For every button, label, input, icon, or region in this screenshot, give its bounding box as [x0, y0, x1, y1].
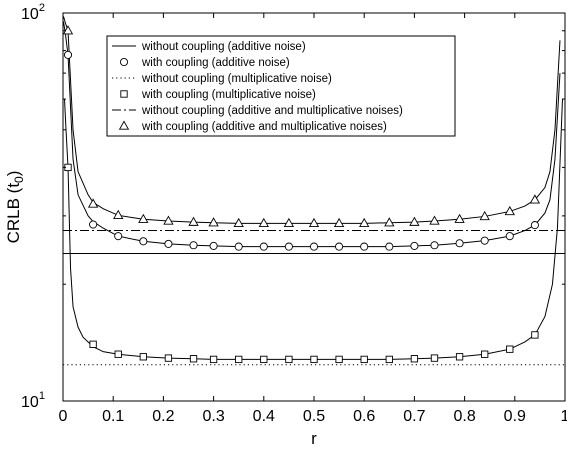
series-6-marker [138, 213, 149, 223]
series-4-marker [385, 355, 393, 364]
series-4-marker [164, 354, 173, 362]
legend-entry: with coupling (additive noise) [119, 57, 290, 69]
series-2-marker [335, 242, 344, 251]
x-axis-label: r [311, 429, 317, 448]
legend-label: without coupling (multiplicative noise) [141, 73, 332, 85]
series-4-marker [235, 355, 243, 364]
series-4-marker [260, 355, 268, 364]
series-6-marker [479, 210, 490, 221]
legend-marker-swatch [120, 90, 128, 98]
series-6-marker [258, 217, 269, 227]
series-2-marker [505, 232, 514, 241]
series-6-marker [384, 217, 395, 227]
legend-entry: without coupling (multiplicative noise) [112, 73, 332, 85]
x-tick-label: 0.8 [453, 408, 475, 425]
series-4-marker [430, 354, 439, 362]
x-tick-label: 0.2 [152, 408, 174, 425]
series-6-marker [454, 213, 465, 223]
series-6-marker [233, 217, 244, 227]
series-4-marker [410, 355, 419, 363]
legend-label: with coupling (additive noise) [141, 57, 290, 69]
plot-markers [62, 25, 541, 364]
series-4-marker [114, 350, 122, 358]
series-2-marker [114, 232, 123, 241]
series-2-marker [139, 237, 148, 246]
series-6-marker [429, 215, 440, 225]
series-6-marker [409, 216, 420, 226]
series-2-marker [63, 50, 73, 59]
series-4-marker [285, 355, 293, 364]
legend-label: without coupling (additive noise) [141, 41, 306, 53]
series-6-marker [283, 217, 295, 227]
legend-label: with coupling (multiplicative noise) [141, 89, 316, 101]
x-tick-label: 0.1 [102, 408, 124, 425]
series-2-marker [234, 242, 243, 251]
axis-ticks: 0 0.1 0.2 0.3 0.4 0.5 0.6 0.7 0.8 0.9 1 101 102 [21, 2, 567, 425]
y-axis-label: CRLB (t0) [4, 171, 26, 244]
legend: without coupling (additive noise) with co… [106, 35, 456, 137]
series-6-marker [208, 217, 219, 227]
series-4-marker [89, 340, 97, 348]
series-4-marker [531, 331, 539, 339]
x-tick-label: 0.7 [403, 408, 425, 425]
series-2-marker [284, 242, 293, 251]
series-4-marker [335, 355, 343, 364]
series-6-marker [188, 216, 199, 226]
series-6-marker [529, 194, 541, 204]
series-4-marker [189, 355, 198, 363]
series-2-marker [360, 242, 369, 251]
x-tick-label: 0.9 [504, 408, 526, 425]
series-2-marker [309, 242, 319, 251]
series-2-marker [209, 241, 218, 250]
series-4-marker [455, 353, 464, 361]
series-2-marker [89, 220, 98, 229]
legend-entry: without coupling (additive and multiplic… [112, 105, 403, 117]
x-tick-label: 0.3 [202, 408, 224, 425]
series-4-marker [506, 345, 514, 353]
series-2-marker [385, 242, 394, 251]
x-tick-label: 0.4 [253, 408, 275, 425]
series-4-marker [481, 350, 489, 358]
legend-marker-swatch [119, 57, 129, 67]
series-2-marker [430, 241, 439, 250]
series-2-marker [164, 239, 173, 248]
series-4-marker [209, 355, 218, 364]
series-4-marker [360, 355, 368, 364]
series-4-marker [310, 355, 318, 364]
series-6-marker [359, 217, 370, 227]
x-tick-label: 1 [561, 408, 567, 425]
x-tick-label: 0.6 [353, 408, 375, 425]
series-2-marker [480, 236, 489, 245]
x-tick-label: 0 [59, 408, 68, 425]
series-2-marker [189, 241, 198, 250]
legend-entry: without coupling (additive noise) [112, 41, 306, 53]
legend-marker-swatch [118, 120, 130, 130]
series-2-marker [259, 242, 268, 251]
series-6-marker [62, 25, 74, 35]
series-6-marker [163, 215, 174, 225]
legend-box [106, 35, 456, 137]
series-6-marker [308, 217, 320, 227]
series-6-marker [333, 217, 345, 227]
series-line-4 [64, 99, 563, 360]
legend-label: with coupling (additive and multiplicati… [141, 121, 387, 133]
series-2-marker [455, 239, 464, 248]
series-6-marker [113, 209, 124, 219]
series-4-marker [139, 353, 147, 361]
legend-entry: with coupling (additive and multiplicati… [118, 120, 387, 133]
y-tick-label: 101 [21, 390, 45, 411]
x-tick-label: 0.5 [303, 408, 325, 425]
series-6-marker [87, 198, 99, 208]
series-6-marker [504, 205, 515, 216]
y-tick-label: 102 [21, 2, 45, 23]
series-2-marker [530, 221, 539, 230]
legend-label: without coupling (additive and multiplic… [141, 105, 403, 117]
series-2-marker [410, 241, 419, 250]
legend-entry: with coupling (multiplicative noise) [120, 89, 316, 101]
